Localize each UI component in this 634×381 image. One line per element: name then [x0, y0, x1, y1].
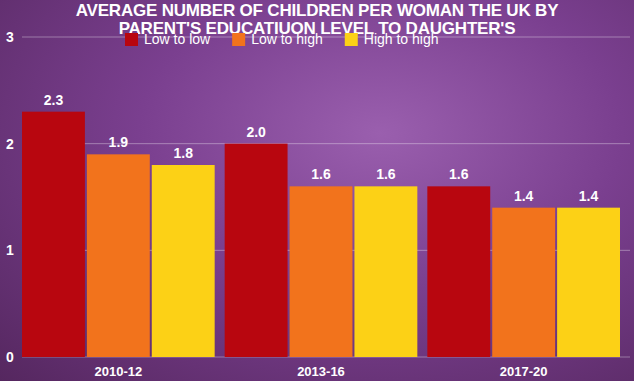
y-tick-label: 2 — [6, 136, 14, 152]
data-label: 1.6 — [311, 166, 331, 182]
bar — [492, 208, 555, 357]
y-tick-label: 3 — [6, 29, 14, 45]
x-tick-label: 2013-16 — [297, 364, 345, 379]
bar — [557, 208, 620, 357]
y-tick-label: 0 — [6, 349, 14, 365]
data-label: 1.4 — [514, 188, 534, 204]
x-tick-label: 2010-12 — [94, 364, 142, 379]
data-label: 1.9 — [109, 134, 129, 150]
data-label: 1.4 — [579, 188, 599, 204]
bar — [225, 144, 288, 357]
legend-label: High to high — [364, 31, 439, 47]
bar — [354, 186, 417, 357]
bar — [87, 154, 150, 357]
bar — [290, 186, 353, 357]
data-label: 1.8 — [173, 145, 193, 161]
legend-swatch — [345, 33, 358, 46]
legend-label: Low to high — [251, 31, 323, 47]
bars — [22, 112, 620, 357]
bar — [427, 186, 490, 357]
data-label: 1.6 — [449, 166, 469, 182]
legend-label: Low to low — [144, 31, 211, 47]
data-label: 2.3 — [44, 92, 64, 108]
legend-swatch — [125, 33, 138, 46]
bar — [152, 165, 215, 357]
data-label: 1.6 — [376, 166, 396, 182]
chart: 0 1 2 3 2010-12 2013-16 2017-20 2.3 1.9 1.8 2.0 1.6… — [0, 0, 634, 381]
grid-line — [22, 37, 630, 38]
bar — [22, 112, 85, 357]
data-label: 2.0 — [246, 124, 266, 140]
y-tick-label: 1 — [6, 242, 14, 258]
legend-swatch — [232, 33, 245, 46]
x-tick-label: 2017-20 — [500, 364, 548, 379]
